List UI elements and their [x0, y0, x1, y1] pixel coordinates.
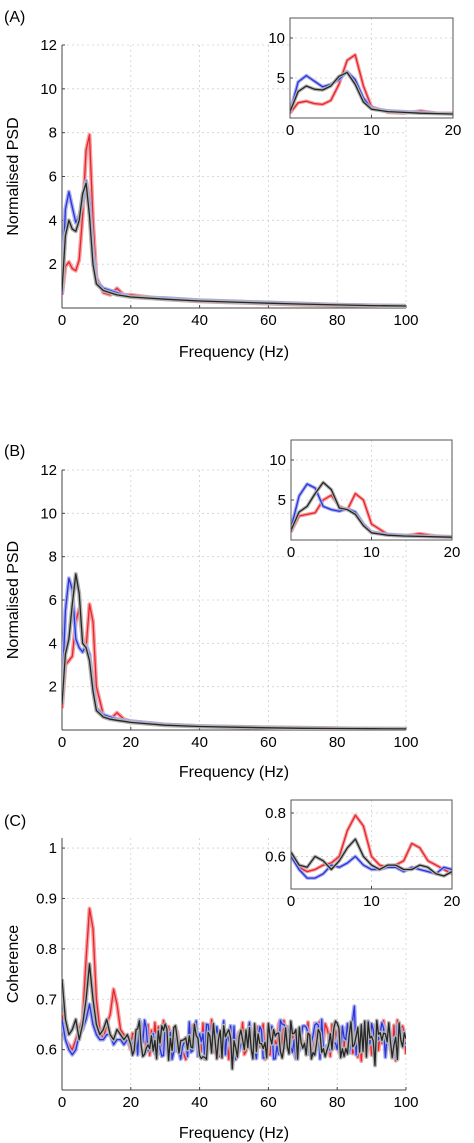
x-tick-label: 100 — [393, 734, 418, 751]
inset-x-tick-label: 0 — [287, 544, 295, 561]
y-tick-label: 10 — [40, 505, 57, 522]
black-series-line — [62, 963, 406, 1070]
inset-plot: 0 10 20 0.6 0.8 — [265, 799, 461, 910]
x-tick-label: 0 — [58, 1094, 66, 1111]
y-tick-label: 0.9 — [36, 890, 57, 907]
inset-black-series-line — [290, 71, 453, 115]
x-tick-label: 100 — [393, 312, 418, 329]
x-tick-label: 60 — [260, 1094, 277, 1111]
y-tick-label: 12 — [40, 462, 57, 479]
inset-x-tick-label: 20 — [445, 122, 462, 139]
x-tick-label: 0 — [58, 734, 66, 751]
y-tick-label: 0.8 — [36, 941, 57, 958]
inset-x-tick-label: 0 — [286, 122, 294, 139]
inset-x-tick-label: 20 — [444, 893, 461, 910]
y-tick-label: 12 — [40, 37, 57, 54]
inset-black-series-line — [291, 481, 452, 538]
inset-border — [290, 799, 453, 890]
y-axis-label: Coherence — [5, 925, 22, 1003]
y-axis-label: Normalised PSD — [5, 117, 22, 235]
x-tick-label: 20 — [122, 734, 139, 751]
inset-y-tick-label: 10 — [268, 30, 285, 47]
inset-x-tick-label: 10 — [363, 544, 380, 561]
inset-plot-area — [291, 800, 452, 889]
inset-x-tick-label: 20 — [444, 544, 461, 561]
x-tick-label: 20 — [122, 1094, 139, 1111]
y-tick-label: 2 — [49, 256, 57, 273]
inset-black-series-line — [291, 838, 452, 877]
inset-x-tick-label: 0 — [287, 893, 295, 910]
y-tick-label: 6 — [49, 169, 57, 186]
x-tick-label: 40 — [191, 1094, 208, 1111]
x-tick-label: 60 — [260, 734, 277, 751]
black-series-line — [62, 182, 406, 307]
y-tick-label: 4 — [49, 212, 57, 229]
x-tick-label: 40 — [191, 734, 208, 751]
x-tick-label: 80 — [329, 734, 346, 751]
inset-plot: 0 10 20 5 10 — [269, 439, 461, 561]
x-tick-label: 40 — [191, 312, 208, 329]
inset-x-tick-label: 10 — [363, 893, 380, 910]
panel-label: (A) — [4, 9, 25, 26]
x-tick-label: 0 — [58, 312, 66, 329]
x-axis-label: Frequency (Hz) — [179, 764, 289, 781]
x-tick-label: 80 — [329, 1094, 346, 1111]
x-axis-label: Frequency (Hz) — [179, 344, 289, 361]
y-tick-label: 6 — [49, 592, 57, 609]
y-tick-label: 4 — [49, 635, 57, 652]
inset-plot: 0 10 20 5 10 — [268, 17, 462, 139]
inset-blue-series-line — [291, 855, 452, 879]
inset-x-tick-label: 10 — [363, 122, 380, 139]
x-axis-label: Frequency (Hz) — [179, 1125, 289, 1142]
panel-label: (B) — [4, 443, 25, 460]
inset-border — [290, 439, 453, 541]
inset-y-tick-label: 0.6 — [265, 848, 286, 865]
inset-red-series-line — [291, 814, 452, 875]
inset-y-tick-label: 0.8 — [265, 805, 286, 822]
black-series-line — [62, 573, 406, 730]
x-tick-label: 20 — [122, 312, 139, 329]
y-axis-label: Normalised PSD — [5, 541, 22, 659]
y-tick-label: 0.6 — [36, 1042, 57, 1059]
inset-y-tick-label: 5 — [277, 70, 285, 87]
inset-border — [289, 17, 454, 119]
y-tick-label: 10 — [40, 81, 57, 98]
x-tick-label: 100 — [393, 1094, 418, 1111]
inset-y-tick-label: 5 — [278, 492, 286, 509]
inset-y-tick-label: 10 — [269, 452, 286, 469]
x-tick-label: 60 — [260, 312, 277, 329]
y-tick-label: 8 — [49, 125, 57, 142]
x-tick-label: 80 — [329, 312, 346, 329]
y-tick-label: 8 — [49, 549, 57, 566]
panel-label: (C) — [4, 813, 26, 830]
y-tick-label: 0.7 — [36, 991, 57, 1008]
y-tick-label: 2 — [49, 679, 57, 696]
y-tick-label: 1 — [49, 840, 57, 857]
